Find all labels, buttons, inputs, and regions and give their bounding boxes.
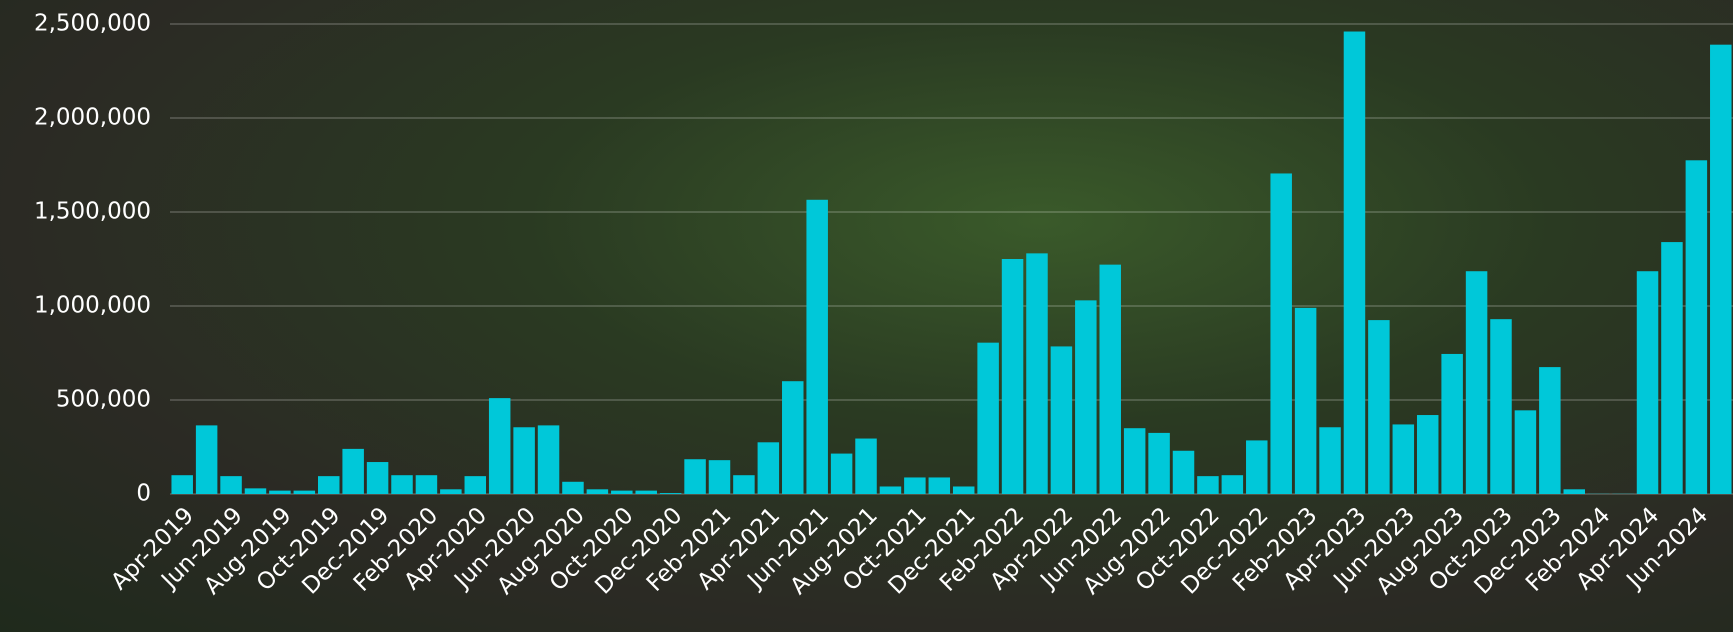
bar <box>733 475 755 494</box>
bar <box>879 486 902 494</box>
bar <box>1441 353 1463 494</box>
bar <box>830 453 853 494</box>
bar <box>586 489 609 494</box>
bar <box>1416 415 1439 494</box>
bar <box>855 438 877 494</box>
y-tick-label: 1,500,000 <box>34 199 151 225</box>
bar <box>1075 300 1097 494</box>
bar <box>684 459 706 494</box>
bar <box>635 490 657 494</box>
bar <box>513 427 535 494</box>
bar <box>977 342 999 494</box>
bar <box>342 448 364 494</box>
bar <box>269 490 291 494</box>
bar <box>220 476 242 494</box>
bar <box>1343 31 1366 495</box>
bar <box>1246 440 1268 494</box>
bar <box>1123 428 1146 494</box>
bar <box>1636 271 1659 494</box>
bar <box>464 476 487 494</box>
bar <box>1539 367 1561 494</box>
bar <box>440 489 462 494</box>
bar <box>1319 427 1341 494</box>
bar <box>757 442 780 494</box>
bar <box>1490 319 1512 494</box>
bar <box>1026 253 1048 494</box>
bar <box>244 488 267 494</box>
y-tick-label: 2,000,000 <box>34 105 151 131</box>
bar <box>1270 173 1292 494</box>
bar <box>952 486 975 494</box>
bar <box>708 460 731 494</box>
bar <box>1172 450 1195 494</box>
bar <box>1661 242 1683 494</box>
bar <box>1368 320 1390 494</box>
y-tick-label: 2,500,000 <box>34 11 151 37</box>
bar <box>195 425 218 494</box>
bar <box>1392 424 1415 494</box>
bar <box>1563 489 1586 494</box>
bar <box>562 481 584 494</box>
bar <box>782 381 804 494</box>
bar <box>366 462 389 494</box>
bar <box>1050 346 1073 494</box>
y-tick-label: 0 <box>136 481 151 507</box>
bar <box>904 477 926 494</box>
bar <box>1221 475 1244 494</box>
bar <box>659 493 682 494</box>
y-tick-label: 1,000,000 <box>34 293 151 319</box>
bar <box>1514 410 1537 494</box>
bar <box>537 425 560 494</box>
bar <box>806 199 828 494</box>
bar <box>928 477 951 494</box>
bar <box>1685 160 1708 495</box>
bar <box>1465 271 1488 494</box>
bar <box>1148 432 1170 494</box>
bar <box>1001 259 1024 494</box>
bar <box>293 490 316 494</box>
bar <box>415 475 438 494</box>
bar <box>1099 264 1121 494</box>
bar <box>1710 44 1732 495</box>
bar <box>488 398 511 494</box>
bar <box>391 475 413 494</box>
bar <box>1294 307 1317 494</box>
bar <box>317 476 340 494</box>
y-tick-label: 500,000 <box>56 387 151 413</box>
bar <box>1197 476 1219 494</box>
bar <box>611 490 633 494</box>
bar <box>171 475 193 494</box>
